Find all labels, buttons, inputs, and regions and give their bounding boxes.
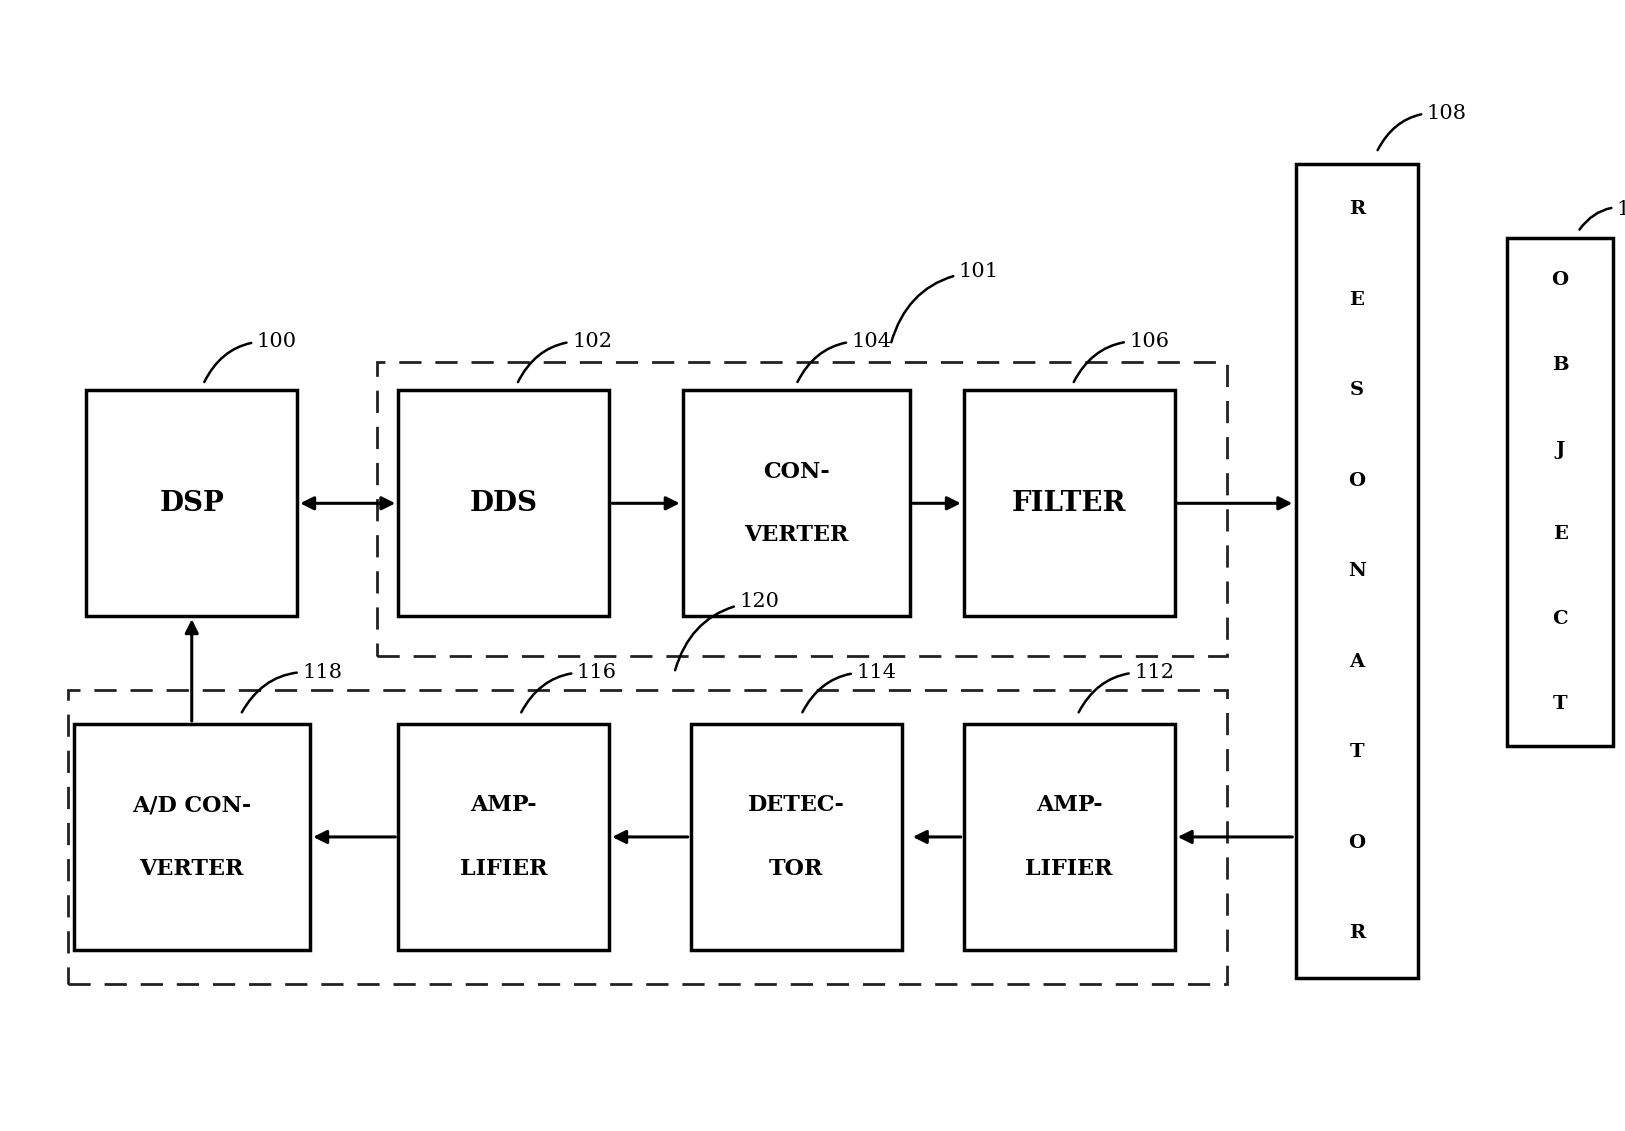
Text: AMP-: AMP- <box>1037 794 1102 817</box>
Text: O: O <box>1349 472 1365 490</box>
Text: 116: 116 <box>522 664 618 713</box>
Text: T: T <box>1554 696 1566 713</box>
Text: C: C <box>1552 611 1568 628</box>
Text: LIFIER: LIFIER <box>1025 857 1113 880</box>
Text: DSP: DSP <box>159 490 224 517</box>
Bar <box>682 390 910 616</box>
Text: TOR: TOR <box>769 857 824 880</box>
Text: S: S <box>1350 381 1363 399</box>
Text: VERTER: VERTER <box>744 524 848 546</box>
Text: E: E <box>1349 291 1365 309</box>
Bar <box>68 690 1227 984</box>
Text: J: J <box>1555 441 1565 458</box>
Text: 112: 112 <box>1079 664 1175 713</box>
Bar <box>398 390 609 616</box>
Bar <box>691 724 902 950</box>
Text: A/D CON-: A/D CON- <box>132 794 252 817</box>
Text: 104: 104 <box>798 333 892 382</box>
Text: DDS: DDS <box>470 490 538 517</box>
Text: O: O <box>1349 834 1365 852</box>
Text: 106: 106 <box>1074 333 1170 382</box>
Bar <box>75 724 309 950</box>
Text: LIFIER: LIFIER <box>460 857 548 880</box>
Text: 110: 110 <box>1580 200 1625 230</box>
Text: DETEC-: DETEC- <box>748 794 845 817</box>
Text: 100: 100 <box>205 333 297 382</box>
Text: FILTER: FILTER <box>1012 490 1126 517</box>
Bar <box>377 362 1227 656</box>
Text: R: R <box>1349 924 1365 942</box>
Text: E: E <box>1552 526 1568 543</box>
Text: 118: 118 <box>242 664 343 713</box>
Bar <box>86 390 297 616</box>
Text: N: N <box>1349 562 1365 580</box>
Text: CON-: CON- <box>762 460 830 483</box>
Text: O: O <box>1552 271 1568 288</box>
Text: VERTER: VERTER <box>140 857 244 880</box>
Text: A: A <box>1349 653 1365 671</box>
Text: 114: 114 <box>803 664 897 713</box>
Text: 120: 120 <box>674 593 780 671</box>
Text: R: R <box>1349 200 1365 218</box>
Bar <box>964 724 1175 950</box>
Text: AMP-: AMP- <box>471 794 536 817</box>
Bar <box>398 724 609 950</box>
Bar <box>1508 238 1612 746</box>
Text: 101: 101 <box>891 262 999 343</box>
Text: 108: 108 <box>1378 104 1467 150</box>
Bar <box>1297 164 1417 978</box>
Bar <box>964 390 1175 616</box>
Text: 102: 102 <box>518 333 613 382</box>
Text: B: B <box>1552 356 1568 373</box>
Text: T: T <box>1349 743 1365 761</box>
